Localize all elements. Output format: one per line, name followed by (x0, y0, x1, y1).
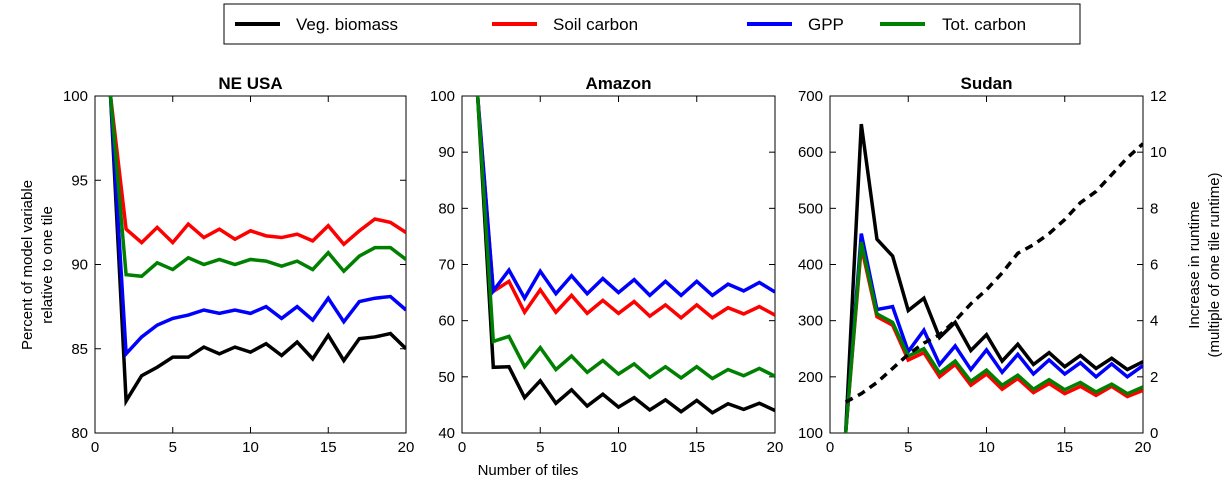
y-tick-label: 100 (430, 88, 455, 105)
y-tick-label: 70 (438, 257, 455, 274)
y-tick-label: 80 (438, 200, 455, 217)
series-line-veg-biomass (108, 96, 406, 407)
plot-frame (461, 95, 776, 434)
x-tick-label: 5 (904, 439, 912, 456)
series-group (843, 123, 1143, 433)
y-tick-label: 700 (798, 88, 823, 105)
series-line-gpp (108, 96, 406, 359)
series-line-veg-biomass (843, 123, 1143, 433)
x-tick-label: 0 (91, 439, 99, 456)
y2-tick-label: 6 (1150, 257, 1158, 274)
x-tick-label: 20 (398, 439, 415, 456)
panel-title: Amazon (585, 74, 651, 93)
legend-label-gpp: GPP (808, 15, 844, 34)
series-group (108, 96, 406, 407)
x-axis-label: Number of tiles (478, 462, 579, 479)
right-y-axis-label-line1: Increase in runtime (1186, 201, 1203, 329)
right-y-axis-label-line2: (multiple of one tile runtime) (1206, 172, 1223, 357)
legend-label-veg-biomass: Veg. biomass (296, 15, 398, 34)
y-tick-label: 95 (71, 172, 88, 189)
y-tick-label: 100 (63, 88, 88, 105)
y2-tick-label: 0 (1150, 425, 1158, 442)
series-line-tot-carbon (843, 241, 1143, 433)
y2-tick-label: 4 (1150, 313, 1158, 330)
series-line-tot-carbon (108, 96, 406, 279)
x-tick-label: 10 (242, 439, 259, 456)
y-tick-label: 300 (798, 313, 823, 330)
legend-frame (223, 3, 1081, 45)
left-y-axis-label: Percent of model variable relative to on… (19, 180, 56, 350)
x-tick-label: 15 (688, 439, 705, 456)
y2-tick-label: 10 (1150, 144, 1167, 161)
y-tick-label: 60 (438, 313, 455, 330)
series-line-runtime (844, 142, 1143, 404)
x-tick-label: 20 (1135, 439, 1152, 456)
y-tick-label: 400 (798, 257, 823, 274)
series-line-gpp (475, 96, 775, 302)
x-tick-label: 10 (610, 439, 627, 456)
y-tick-label: 100 (798, 425, 823, 442)
left-y-axis-label-line2: relative to one tile (39, 206, 56, 324)
x-tick-label: 10 (978, 439, 995, 456)
series-line-gpp (843, 233, 1143, 433)
y-tick-label: 500 (798, 200, 823, 217)
legend-label-soil-carbon: Soil carbon (553, 15, 638, 34)
y-tick-label: 600 (798, 144, 823, 161)
series-line-tot-carbon (475, 96, 775, 381)
right-y-axis-label: Increase in runtime (multiple of one til… (1186, 172, 1223, 357)
y-tick-label: 85 (71, 341, 88, 358)
series-line-veg-biomass (475, 96, 775, 415)
plot-frame (94, 95, 407, 434)
series-line-soil-carbon (108, 96, 406, 247)
y2-tick-label: 2 (1150, 369, 1158, 386)
series-line-soil-carbon (475, 96, 775, 321)
y-tick-label: 50 (438, 369, 455, 386)
panel-amazon: 0 5 10 15 20 40 50 60 70 80 90 100 Amazon (430, 74, 783, 456)
x-tick-label: 5 (536, 439, 544, 456)
y-tick-label: 80 (71, 425, 88, 442)
x-tick-label: 5 (169, 439, 177, 456)
legend-label-tot-carbon: Tot. carbon (942, 15, 1026, 34)
x-tick-label: 15 (1056, 439, 1073, 456)
x-tick-label: 15 (320, 439, 337, 456)
y-tick-label: 90 (438, 144, 455, 161)
y-tick-label: 40 (438, 425, 455, 442)
y2-tick-label: 12 (1150, 88, 1167, 105)
left-y-axis-label-line1: Percent of model variable (19, 180, 36, 350)
panel-ne-usa: 0 5 10 15 20 80 85 90 95 100 NE USA (63, 74, 414, 456)
y-tick-label: 90 (71, 257, 88, 274)
panel-title: NE USA (218, 74, 282, 93)
y2-tick-label: 8 (1150, 200, 1158, 217)
x-tick-label: 0 (458, 439, 466, 456)
x-tick-label: 20 (767, 439, 784, 456)
panel-sudan: 0 5 10 15 20 100 200 300 400 500 600 700 0 2 4 6 8 10 12 Su… (798, 74, 1167, 456)
panel-title: Sudan (961, 74, 1013, 93)
plot-frame (829, 95, 1144, 434)
x-tick-label: 0 (826, 439, 834, 456)
series-group (475, 96, 775, 415)
legend: Veg. biomass Soil carbon GPP Tot. carbon (223, 3, 1081, 45)
series-line-soil-carbon (843, 246, 1143, 433)
y-tick-label: 200 (798, 369, 823, 386)
